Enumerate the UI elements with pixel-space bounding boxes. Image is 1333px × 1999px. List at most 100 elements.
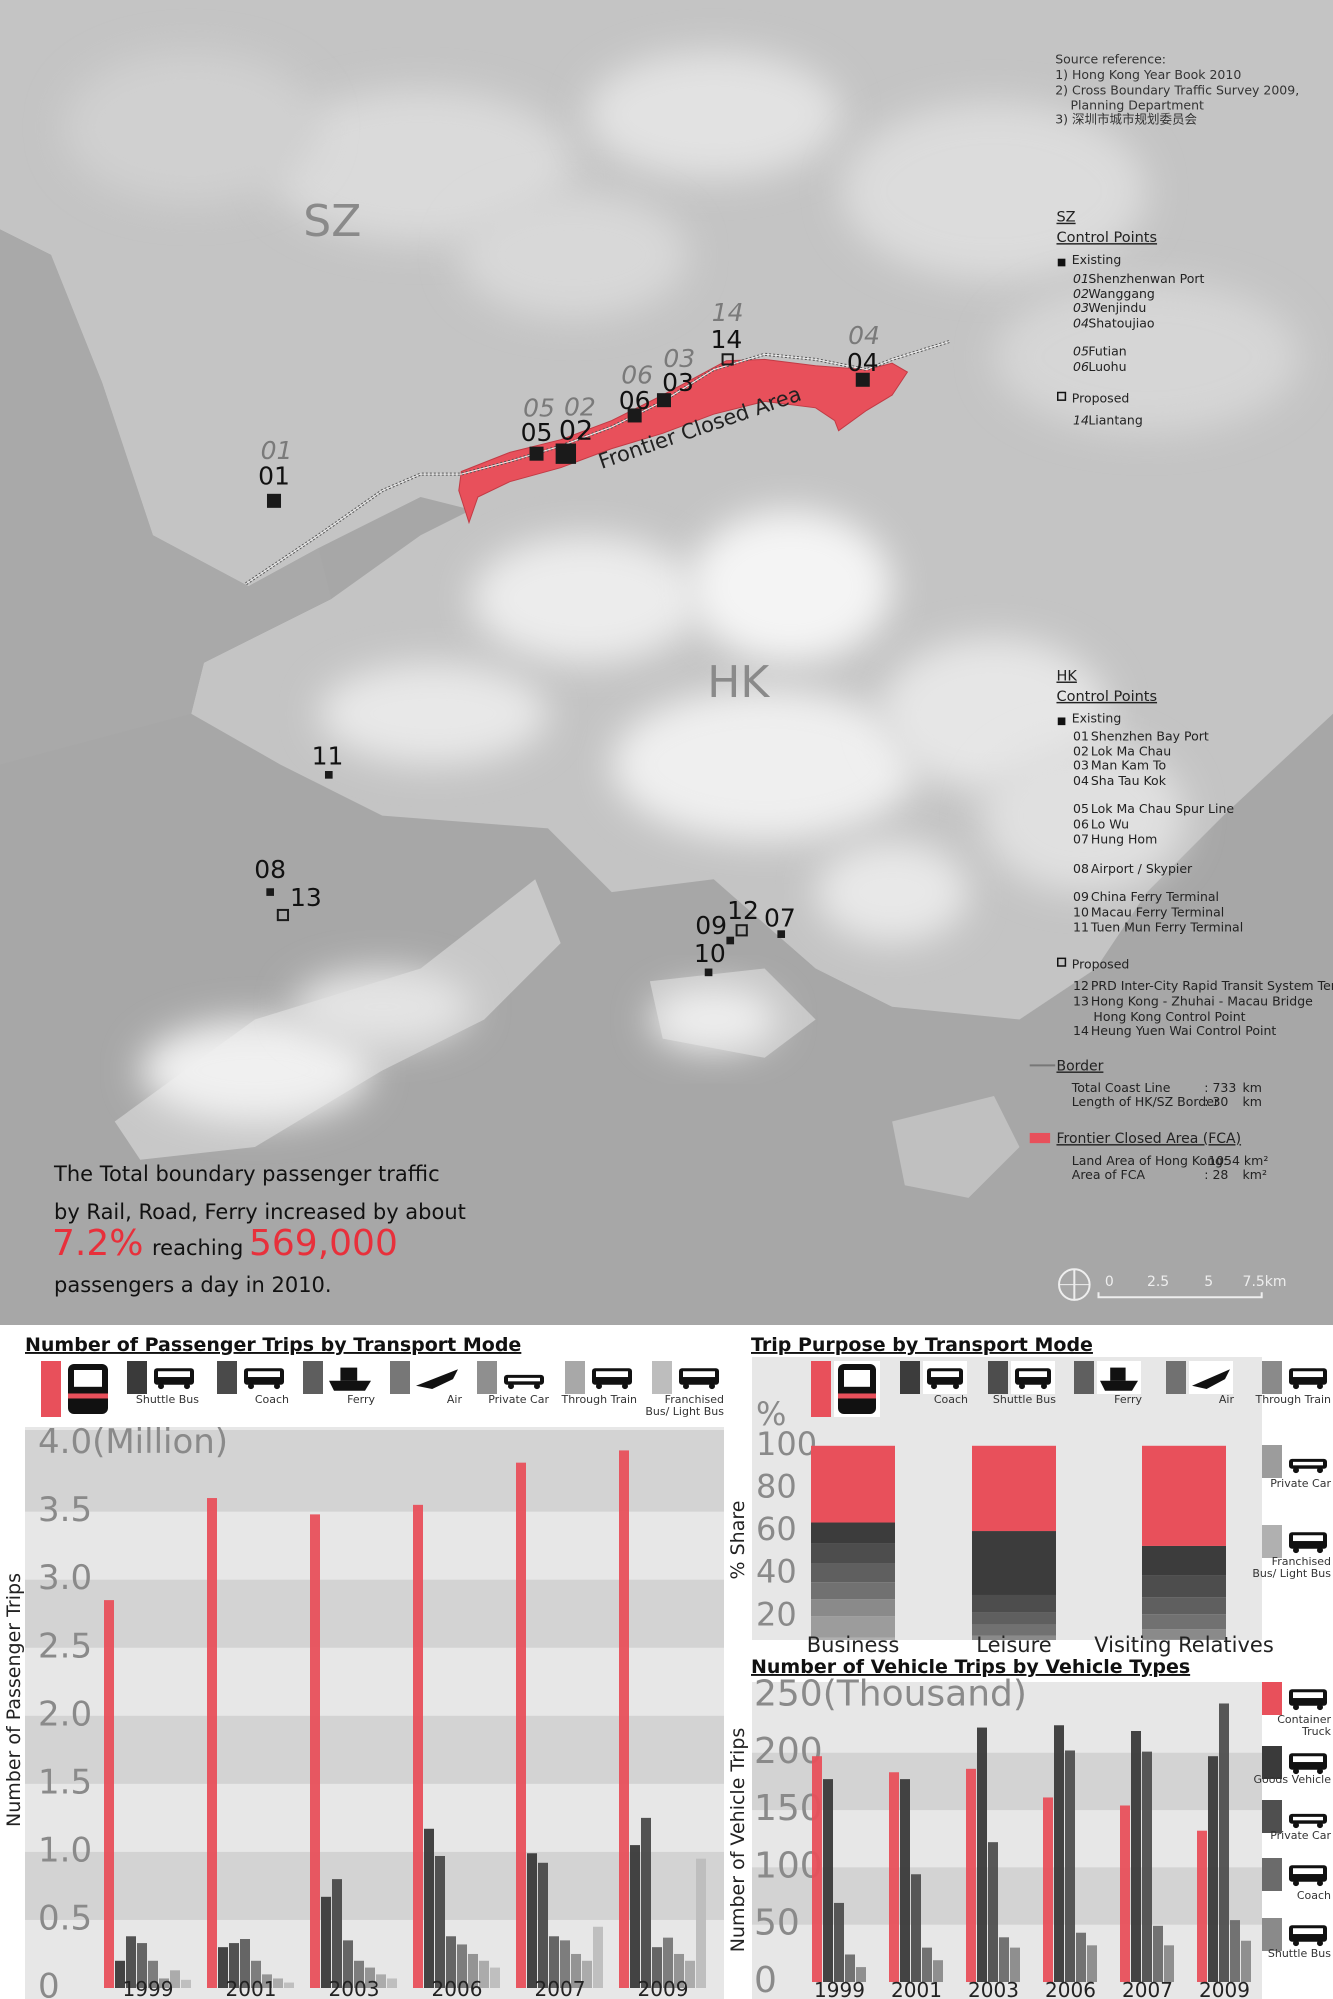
source-text: Planning Department [1070,98,1204,113]
legend-swatch [127,1361,147,1394]
chart-title: Trip Purpose by Transport Mode [751,1334,1093,1356]
icon [1317,1547,1323,1554]
bar [582,1960,592,1988]
legend-text: PRD Inter-City Rapid Transit System Term… [1091,978,1333,993]
grid-band [25,1430,724,1512]
legend-swatch [41,1361,61,1417]
hk-point-label: 13 [290,883,322,912]
bar [332,1879,342,1988]
legend-label: Through Train [1255,1393,1331,1406]
bar [1164,1945,1174,1982]
bar-segment [1142,1629,1226,1640]
legend-swatch [1262,1525,1282,1558]
sz-point-label: 01 [261,436,293,465]
bar-segment [811,1582,895,1600]
legend-swatch [1262,1361,1282,1394]
bar [641,1817,651,1988]
legend-label: Franchised Bus/ Light Bus [1252,1555,1331,1580]
legend-text: : 30 [1204,1094,1228,1109]
source-text: 1) Hong Kong Year Book 2010 [1055,67,1241,82]
control-point-marker [721,353,734,366]
hk-point-label: 12 [727,896,759,925]
legend-id: 06 [1073,816,1089,831]
hk-point-label: 14 [711,325,743,354]
control-point-marker [656,393,671,408]
x-tick-label: 2003 [968,1978,1019,1999]
bar-segment [1142,1545,1226,1576]
sz-point-label: 06 [621,361,653,390]
bar [354,1960,364,1988]
legend-swatch [565,1361,585,1394]
legend-title: HK [1056,669,1077,685]
bar [619,1450,629,1988]
legend-id: 01 [1073,271,1089,286]
icon [1293,1547,1299,1554]
bar [251,1960,261,1988]
y-tick-label: 100 [754,1845,823,1886]
icon [1293,1756,1323,1763]
icon [1317,1880,1323,1887]
hk-point-label: 03 [662,368,694,397]
bar [1065,1750,1075,1982]
bar [207,1498,217,1988]
source-text: Source reference: [1055,52,1166,67]
icon [844,1370,870,1387]
icon [596,1371,628,1378]
legend-text: Hong Kong Control Point [1093,1009,1245,1024]
bar [159,1978,169,1988]
y-tick-label: 0 [754,1960,777,1999]
icon [1293,1461,1323,1466]
x-tick-label: 2009 [1199,1978,1250,1999]
icon [709,1383,715,1390]
bar-segment [1142,1575,1226,1598]
legend-label: Air [446,1393,462,1406]
y-tick-label: 0 [38,1967,60,1999]
control-point-marker [266,888,274,896]
hk-point-label: 10 [694,939,726,968]
control-point-marker [276,908,290,922]
legend-id: 08 [1073,861,1089,876]
legend-id: 02 [1073,286,1089,301]
legend-symbol [1057,957,1067,967]
chart-title: Number of Vehicle Trips by Vehicle Types [751,1656,1190,1678]
bar [834,1902,844,1982]
bar [310,1514,320,1988]
bar [560,1940,570,1988]
legend-id: 13 [1073,994,1089,1009]
legend-swatch [900,1361,920,1394]
bar [240,1939,250,1988]
control-point-marker [704,968,713,977]
bar [376,1974,386,1988]
bar [988,1842,998,1982]
legend-label: Shuttle Bus [1267,1947,1331,1960]
legend-text: Sha Tau Kok [1091,773,1167,788]
terrain-relief [611,688,918,842]
icon [534,1383,540,1390]
map-label-hk: HK [707,657,770,708]
icon [1192,1369,1230,1390]
icon [248,1371,280,1378]
x-tick-label: 2006 [1045,1978,1096,1999]
hk-point-label: 04 [847,348,879,377]
legend-swatch [303,1361,323,1394]
control-point-marker [324,771,333,779]
legend-text: Length of HK/SZ Border [1072,1094,1220,1109]
bar [845,1954,855,1982]
legend-text: 1054 km² [1208,1153,1268,1168]
bar-segment [1142,1445,1226,1546]
bar [527,1853,537,1988]
legend-subtitle: Control Points [1056,689,1157,705]
bar [663,1937,673,1988]
y-tick-label: 50 [754,1903,800,1944]
legend-text: Total Coast Line [1071,1080,1171,1095]
summary-text: by Rail, Road, Ferry increased by about [54,1200,466,1224]
icon [508,1377,540,1382]
bar [823,1779,833,1982]
legend-label: Coach [1296,1889,1331,1902]
legend-id: 04 [1073,316,1089,331]
y-tick-label: 3.5 [38,1490,92,1530]
bar [1142,1751,1152,1982]
control-point-marker [555,443,577,464]
icon [1293,1371,1323,1378]
sz-point-label: 03 [663,344,695,373]
